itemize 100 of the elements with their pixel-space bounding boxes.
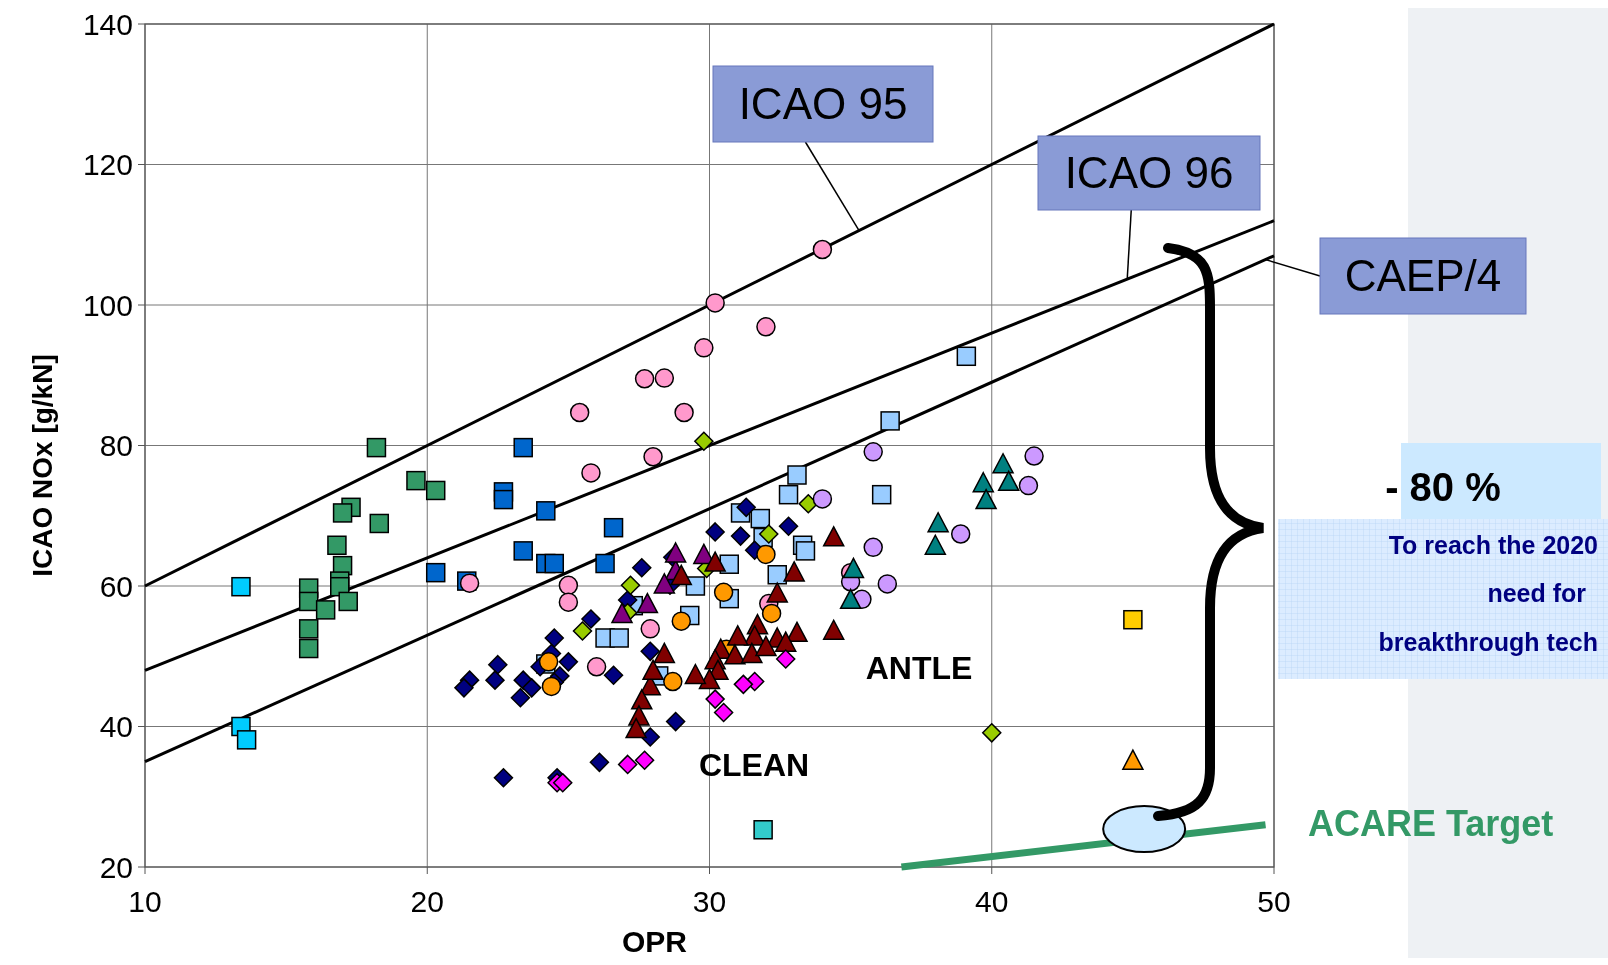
point	[992, 453, 1014, 474]
y-tick-label: 40	[99, 710, 133, 743]
point	[1123, 609, 1143, 630]
point	[231, 576, 251, 597]
point	[631, 689, 653, 710]
point	[670, 564, 693, 586]
point	[839, 588, 862, 610]
point	[733, 674, 754, 695]
point	[653, 642, 676, 664]
point	[544, 553, 565, 574]
point	[761, 603, 782, 624]
annotation: CLEAN	[698, 747, 810, 784]
point	[454, 678, 474, 698]
point	[924, 534, 947, 556]
point	[425, 480, 446, 501]
point	[595, 553, 615, 574]
point	[643, 446, 663, 467]
text: need for	[1487, 578, 1587, 607]
point	[741, 642, 763, 664]
point	[778, 516, 799, 537]
point	[298, 638, 319, 659]
point	[558, 652, 579, 672]
text: - 80 %	[1385, 465, 1501, 509]
legend-label: CAEP/4	[1344, 251, 1502, 301]
point	[795, 541, 816, 561]
y-tick-label: 80	[99, 429, 133, 462]
point	[972, 471, 995, 493]
y-axis-title: ICAO NOx [g/kN]	[27, 354, 58, 577]
point	[664, 542, 687, 563]
y-tick-label: 20	[99, 850, 133, 884]
series-label: ICAO 95	[738, 79, 908, 129]
annotation: ANTLE	[865, 650, 973, 687]
point	[510, 687, 531, 708]
series-label: ICAO 96	[1064, 148, 1234, 198]
point	[544, 628, 565, 648]
point	[975, 488, 997, 510]
point	[298, 619, 319, 639]
y-tick-label: 120	[82, 148, 133, 181]
point	[640, 641, 660, 662]
point	[634, 369, 655, 389]
point	[513, 437, 533, 458]
point	[863, 537, 883, 558]
point	[603, 517, 624, 538]
point	[756, 544, 776, 565]
point	[315, 600, 336, 620]
point	[671, 611, 692, 631]
point	[521, 678, 542, 698]
point	[493, 768, 514, 788]
point	[581, 609, 601, 629]
point	[755, 635, 777, 657]
point	[756, 317, 776, 337]
point	[636, 592, 659, 614]
point	[369, 513, 390, 534]
y-tick-label: 140	[82, 7, 133, 41]
y-tick-label: 60	[99, 569, 133, 603]
point	[812, 239, 833, 260]
point	[541, 676, 562, 697]
series-label: ACARE Target	[1308, 802, 1554, 844]
point	[713, 582, 734, 603]
point	[236, 730, 257, 750]
point	[609, 628, 629, 648]
point	[663, 671, 683, 692]
point	[982, 723, 1002, 743]
point	[1018, 475, 1039, 496]
point	[783, 561, 805, 582]
point	[1122, 749, 1144, 770]
point	[425, 562, 446, 583]
point	[603, 665, 624, 685]
point	[724, 644, 746, 665]
point	[822, 619, 845, 641]
x-tick-label: 40	[975, 885, 1009, 918]
point	[759, 524, 779, 544]
point	[726, 625, 749, 646]
point	[775, 649, 796, 669]
text: breakthrough tech	[1378, 627, 1598, 656]
point	[485, 670, 505, 690]
point	[684, 663, 707, 685]
point	[589, 752, 610, 773]
point	[611, 602, 633, 624]
point	[767, 565, 787, 585]
point	[787, 465, 807, 485]
point	[822, 526, 845, 547]
point	[642, 659, 664, 681]
point	[665, 711, 686, 732]
point	[558, 592, 579, 612]
point	[625, 717, 647, 739]
point	[927, 512, 949, 533]
point	[581, 463, 601, 483]
point	[778, 484, 799, 505]
point	[654, 368, 675, 388]
point	[786, 621, 808, 643]
point	[327, 535, 347, 556]
point	[812, 489, 833, 509]
point	[753, 820, 773, 840]
point	[338, 591, 358, 612]
point	[997, 470, 1020, 492]
y-tick-label: 100	[82, 288, 133, 322]
point	[1024, 446, 1044, 466]
point	[558, 575, 579, 596]
x-tick-label: 50	[1257, 885, 1291, 918]
